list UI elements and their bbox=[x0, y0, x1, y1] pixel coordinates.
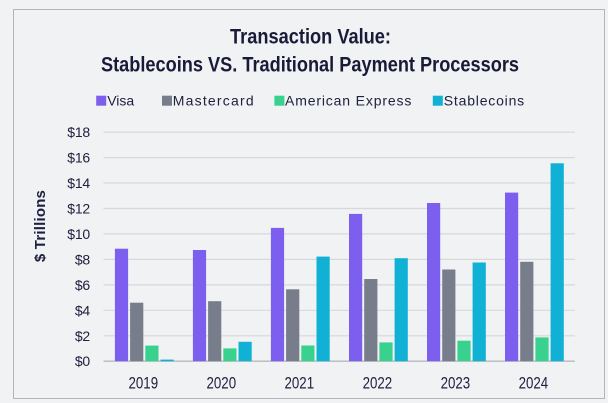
svg-text:$ Trillions: $ Trillions bbox=[32, 190, 49, 262]
svg-text:2022: 2022 bbox=[363, 374, 393, 393]
svg-text:$12: $12 bbox=[67, 201, 90, 217]
svg-text:2021: 2021 bbox=[285, 374, 315, 393]
svg-text:2019: 2019 bbox=[129, 374, 159, 393]
svg-text:2020: 2020 bbox=[207, 374, 237, 393]
svg-text:Visa: Visa bbox=[107, 93, 134, 109]
svg-text:$10: $10 bbox=[67, 226, 90, 242]
svg-text:$0: $0 bbox=[75, 353, 91, 369]
svg-text:Stablecoins: Stablecoins bbox=[444, 93, 525, 109]
svg-text:2024: 2024 bbox=[519, 374, 549, 393]
svg-text:Transaction Value:: Transaction Value: bbox=[230, 25, 391, 49]
svg-text:$6: $6 bbox=[75, 277, 91, 293]
svg-text:$14: $14 bbox=[67, 175, 90, 191]
svg-text:2023: 2023 bbox=[441, 374, 471, 393]
svg-text:$18: $18 bbox=[67, 124, 90, 140]
svg-text:American Express: American Express bbox=[285, 93, 412, 109]
svg-text:Stablecoins VS. Traditional Pa: Stablecoins VS. Traditional Payment Proc… bbox=[101, 53, 519, 77]
svg-text:$16: $16 bbox=[67, 150, 90, 166]
svg-text:$8: $8 bbox=[75, 251, 91, 267]
svg-text:Mastercard: Mastercard bbox=[173, 93, 255, 109]
svg-text:$2: $2 bbox=[75, 328, 91, 344]
svg-text:$4: $4 bbox=[75, 302, 91, 318]
